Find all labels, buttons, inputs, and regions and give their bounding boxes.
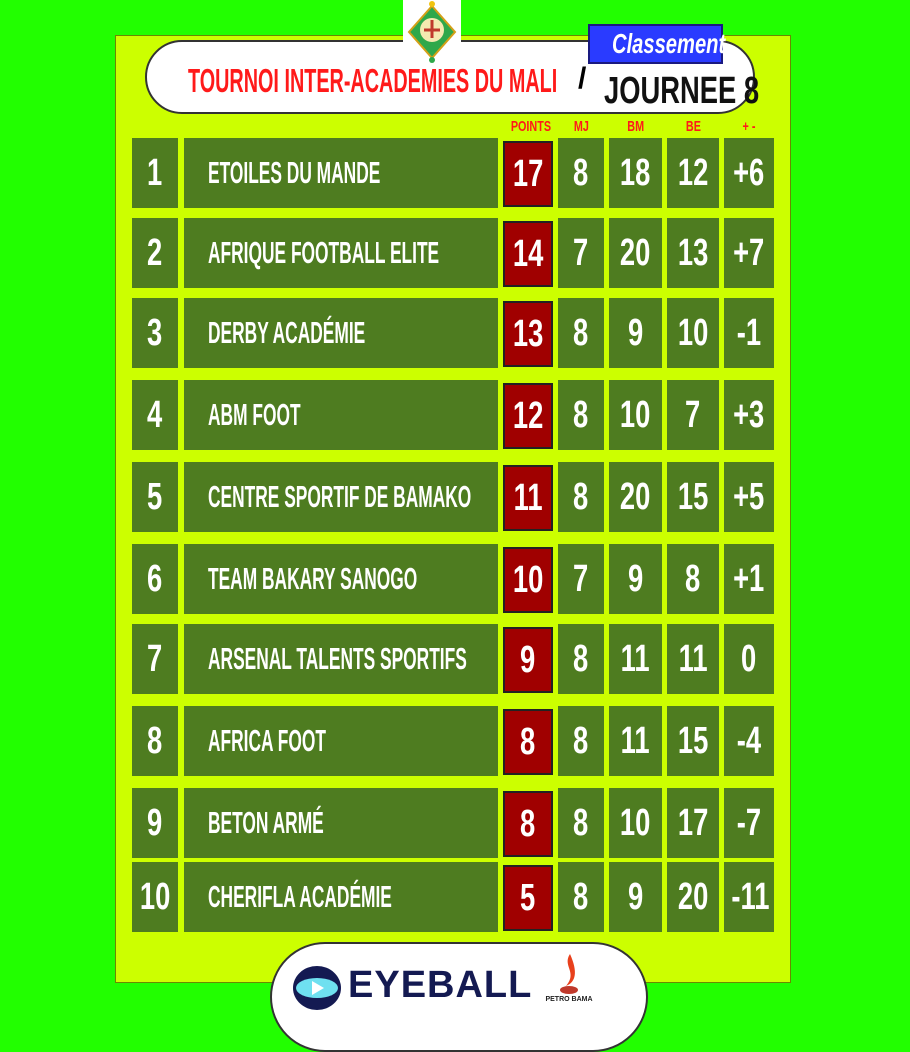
be-cell: 11 (667, 624, 719, 694)
team-name-cell: ARSENAL TALENTS SPORTIFS (184, 624, 498, 694)
column-header: BE (685, 118, 701, 135)
points-cell: 8 (503, 709, 553, 775)
diff-cell: -7 (724, 788, 774, 858)
bm-cell: 11 (609, 706, 662, 776)
be-cell: 10 (667, 298, 719, 368)
points-cell: 10 (503, 547, 553, 613)
team-name-cell: DERBY ACADÉMIE (184, 298, 498, 368)
mj-cell: 8 (558, 138, 604, 208)
bm-cell: 18 (609, 138, 662, 208)
points-cell: 11 (503, 465, 553, 531)
diff-cell: +6 (724, 138, 774, 208)
points-cell: 12 (503, 383, 553, 449)
be-cell: 15 (667, 462, 719, 532)
mj-cell: 8 (558, 462, 604, 532)
diff-cell: +3 (724, 380, 774, 450)
be-cell: 15 (667, 706, 719, 776)
be-cell: 13 (667, 218, 719, 288)
team-name-cell: ETOILES DU MANDE (184, 138, 498, 208)
diff-cell: -4 (724, 706, 774, 776)
team-name-cell: AFRIQUE FOOTBALL ELITE (184, 218, 498, 288)
bm-cell: 9 (609, 298, 662, 368)
title-separator: / (578, 62, 587, 95)
sponsor-banner: EYEBALL PETRO BAMA (270, 942, 648, 1052)
rank-cell: 9 (132, 788, 178, 858)
diff-cell: +7 (724, 218, 774, 288)
be-cell: 7 (667, 380, 719, 450)
rank-cell: 10 (132, 862, 178, 932)
rank-cell: 5 (132, 462, 178, 532)
bm-cell: 9 (609, 544, 662, 614)
team-name-cell: AFRICA FOOT (184, 706, 498, 776)
bm-cell: 20 (609, 218, 662, 288)
points-cell: 8 (503, 791, 553, 857)
mj-cell: 8 (558, 298, 604, 368)
points-cell: 14 (503, 221, 553, 287)
points-cell: 13 (503, 301, 553, 367)
mj-cell: 7 (558, 544, 604, 614)
rank-cell: 6 (132, 544, 178, 614)
bm-cell: 10 (609, 788, 662, 858)
mj-cell: 8 (558, 380, 604, 450)
rank-cell: 7 (132, 624, 178, 694)
rank-cell: 2 (132, 218, 178, 288)
team-name-cell: ABM FOOT (184, 380, 498, 450)
rank-cell: 3 (132, 298, 178, 368)
mj-cell: 7 (558, 218, 604, 288)
diff-cell: +1 (724, 544, 774, 614)
team-name-cell: CHERIFLA ACADÉMIE (184, 862, 498, 932)
team-name-cell: BETON ARMÉ (184, 788, 498, 858)
bm-cell: 11 (609, 624, 662, 694)
rank-cell: 4 (132, 380, 178, 450)
page-title: TOURNOI INTER-ACADEMIES DU MALI (188, 62, 558, 99)
be-cell: 12 (667, 138, 719, 208)
diff-cell: -11 (724, 862, 774, 932)
bm-cell: 9 (609, 862, 662, 932)
team-name-cell: CENTRE SPORTIF DE BAMAKO (184, 462, 498, 532)
classement-badge: Classement (588, 24, 725, 64)
column-header: BM (627, 118, 644, 135)
flame-icon (560, 954, 578, 994)
points-cell: 5 (503, 865, 553, 931)
points-cell: 9 (503, 627, 553, 693)
bm-cell: 10 (609, 380, 662, 450)
diff-cell: +5 (724, 462, 774, 532)
rank-cell: 1 (132, 138, 178, 208)
mj-cell: 8 (558, 788, 604, 858)
mj-cell: 8 (558, 624, 604, 694)
be-cell: 20 (667, 862, 719, 932)
rank-cell: 8 (132, 706, 178, 776)
be-cell: 8 (667, 544, 719, 614)
mj-cell: 8 (558, 706, 604, 776)
mj-cell: 8 (558, 862, 604, 932)
diff-cell: -1 (724, 298, 774, 368)
eyeball-logo-icon (293, 966, 341, 1010)
points-cell: 17 (503, 141, 553, 207)
column-header: + - (742, 118, 756, 135)
team-name-cell: TEAM BAKARY SANOGO (184, 544, 498, 614)
sponsor-petro-bama: PETRO BAMA (534, 952, 604, 1012)
round-label: JOURNEE 8 (604, 70, 760, 112)
tournament-logo (403, 0, 461, 64)
sponsor-eyeball: EYEBALL (348, 964, 533, 1006)
column-header: MJ (573, 118, 589, 135)
bm-cell: 20 (609, 462, 662, 532)
be-cell: 17 (667, 788, 719, 858)
diff-cell: 0 (724, 624, 774, 694)
column-header: POINTS (510, 118, 552, 135)
